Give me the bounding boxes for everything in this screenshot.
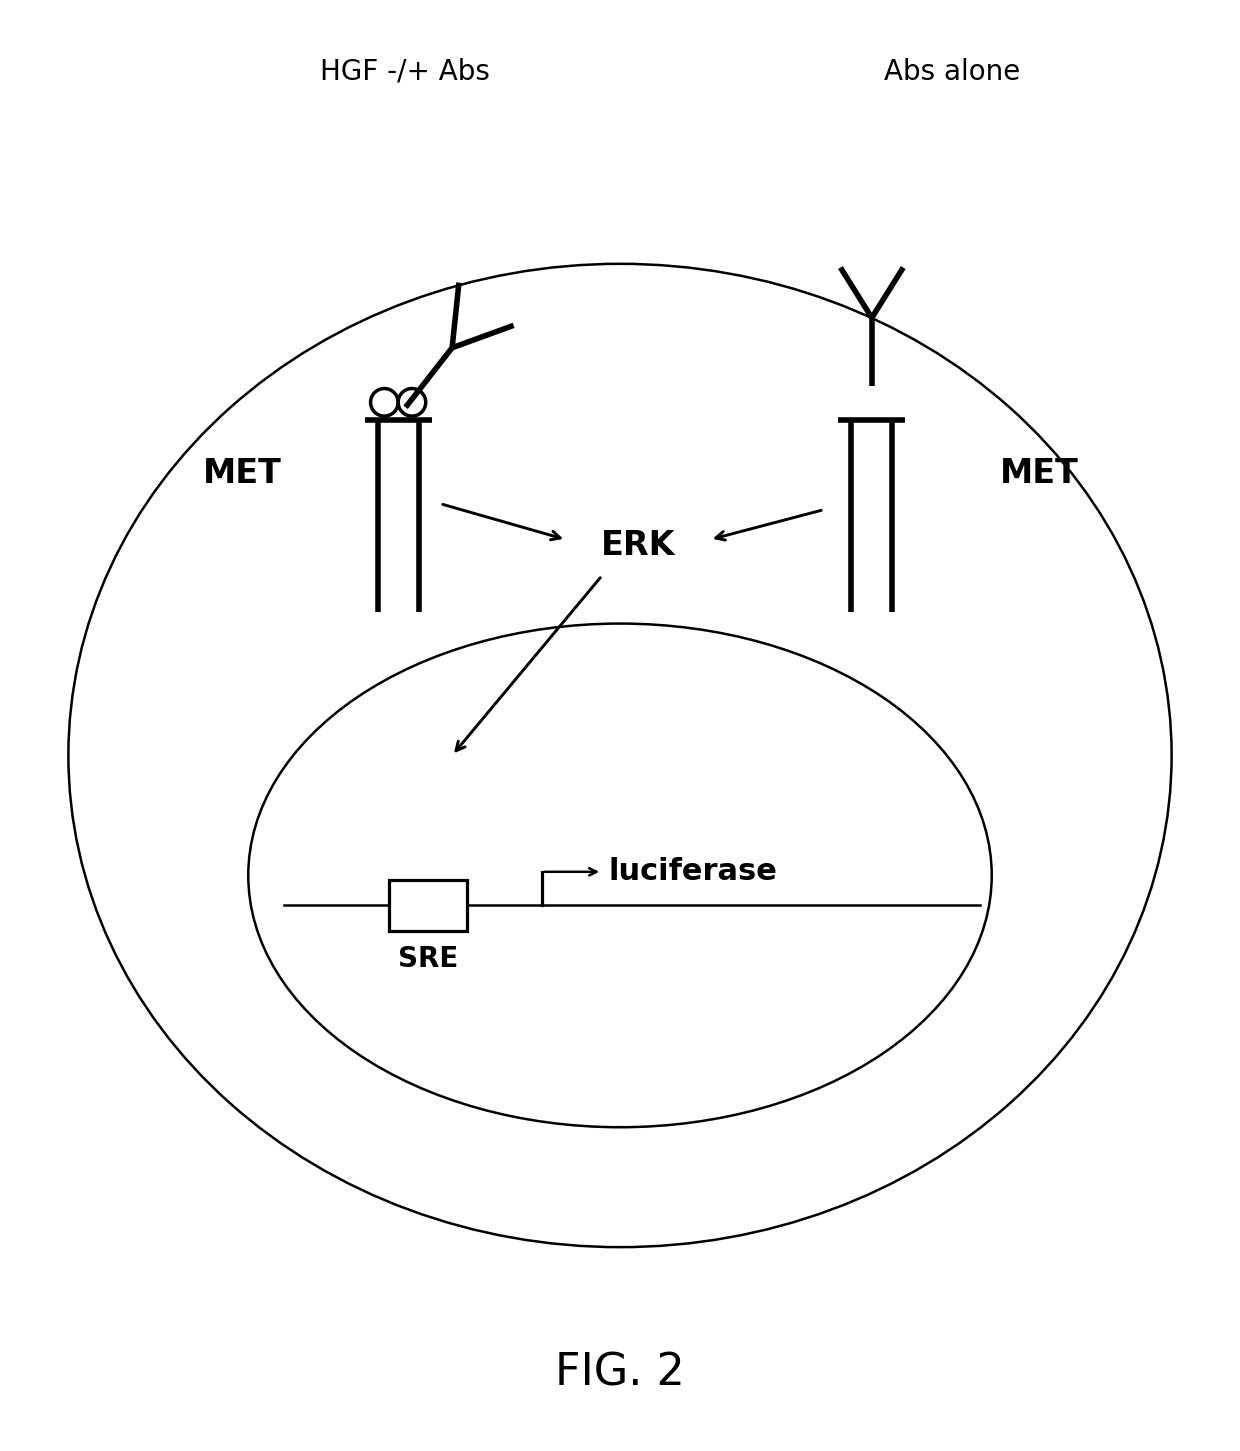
Text: SRE: SRE	[398, 945, 459, 974]
Text: ERK: ERK	[600, 530, 676, 562]
Text: FIG. 2: FIG. 2	[556, 1351, 684, 1394]
Bar	[389, 881, 467, 930]
Text: MET: MET	[1001, 457, 1079, 490]
Text: luciferase: luciferase	[608, 858, 777, 887]
Text: HGF -/+ Abs: HGF -/+ Abs	[320, 58, 490, 86]
Text: Abs alone: Abs alone	[884, 58, 1021, 86]
Text: MET: MET	[203, 457, 281, 490]
